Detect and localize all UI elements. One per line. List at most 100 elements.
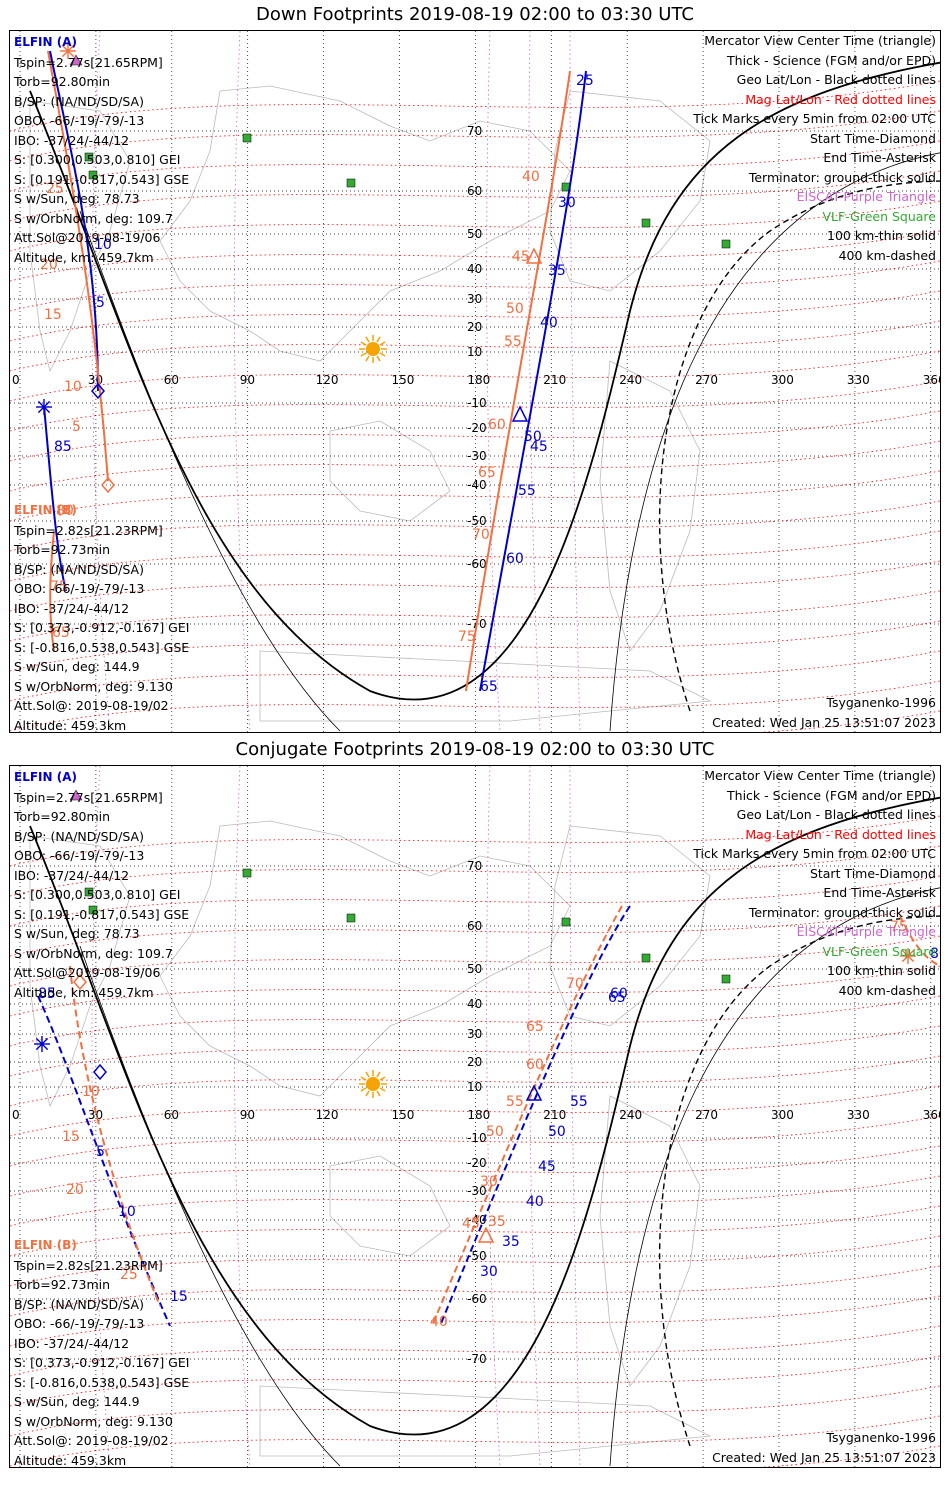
elfin-b-tick-label: 65 xyxy=(478,465,496,481)
eiscat-purple-triangle xyxy=(69,789,83,801)
info-line: S: [-0.816,0.538,0.543] GSE xyxy=(14,639,190,655)
info-line: S: [0.300,0.503,0.810] GEI xyxy=(14,887,181,902)
legend-line: Tick Marks every 5min from 02:00 UTC xyxy=(693,111,936,126)
lat-tick-label: 60 xyxy=(467,184,482,198)
mag-meridian xyxy=(528,766,541,1467)
mag-latitude-line xyxy=(10,1205,940,1257)
elfin-a-tick-label: 30 xyxy=(558,195,576,211)
end-asterisk xyxy=(37,400,51,414)
sun-ray xyxy=(379,1087,386,1092)
lat-tick-label: -10 xyxy=(467,396,487,410)
legend-line: Tick Marks every 5min from 02:00 UTC xyxy=(693,846,936,861)
mag-latitude-line xyxy=(10,80,940,132)
elfin-b-tick-label: 50 xyxy=(486,1124,504,1140)
mag-latitude-line xyxy=(10,1265,940,1317)
sun-ray xyxy=(365,1090,370,1097)
elfin-b-tick-label: 60 xyxy=(526,1057,544,1073)
elfin-a-tick-label: 55 xyxy=(518,483,536,499)
info-line: B/SP: (NA/ND/SD/SA) xyxy=(14,561,144,577)
mag-latitude-line xyxy=(10,845,940,897)
lon-tick-label: 240 xyxy=(619,373,642,387)
vlf-green-square xyxy=(84,152,94,162)
mag-latitude-line xyxy=(10,1325,940,1377)
info-line: Torb=92.73min xyxy=(14,1277,111,1292)
legend-line: VLF-Green Square xyxy=(822,208,936,224)
lon-tick-label: 90 xyxy=(240,373,255,387)
vlf-green-square xyxy=(242,133,252,143)
info-line: IBO: -37/24/-44/12 xyxy=(14,1335,130,1351)
legend-line: Terminator: ground-thick solid xyxy=(748,169,936,185)
dashed-400km-line xyxy=(658,915,940,1447)
elfin-a-tick-label: 10 xyxy=(118,1204,136,1220)
lon-tick-label: 90 xyxy=(240,1108,255,1122)
elfin-a-tick-label: 50 xyxy=(524,429,542,445)
info-line: S: [0.373,-0.912,-0.167] GEI xyxy=(14,620,190,635)
elfin-a-tick-label: 35 xyxy=(502,1234,520,1250)
map-frame-conjugate: 0 30 60 90 120 150 180 210 240 270 300 330 360 70 60 50… xyxy=(9,765,941,1468)
elfin-b-tick-label: 65 xyxy=(526,1019,544,1035)
elfin-b-track xyxy=(49,530,55,652)
elfin-b-tick-label: 60 xyxy=(488,417,506,433)
sun-ray xyxy=(379,1076,386,1081)
legend-line: 100 km-thin solid xyxy=(827,963,936,978)
lat-tick-label: 70 xyxy=(467,859,482,873)
lon-tick-label: 300 xyxy=(771,373,794,387)
legend-line: EISCAT-Purple Triangle xyxy=(796,924,936,939)
lat-tick-label: 30 xyxy=(467,1027,482,1041)
mag-latitude-line xyxy=(10,530,940,582)
info-line: Torb=92.80min xyxy=(14,809,111,824)
coastline xyxy=(599,1095,701,1387)
elfin-b-tick-label: 55 xyxy=(506,1094,524,1110)
mag-meridian xyxy=(91,31,111,732)
elfin-a-track xyxy=(43,405,67,592)
dashed-400km-line xyxy=(658,180,940,712)
elfin-b-tick-label: 45 xyxy=(462,1216,480,1232)
end-asterisk xyxy=(901,949,915,963)
elfin-b-track xyxy=(465,70,571,692)
vlf-green-square xyxy=(721,974,731,984)
lat-tick-label: -20 xyxy=(467,1156,487,1170)
end-asterisk xyxy=(61,44,75,58)
mag-latitude-line xyxy=(10,170,940,222)
lat-tick-label: 10 xyxy=(467,1080,482,1094)
sun-icon xyxy=(366,1077,380,1091)
lat-tick-label: 50 xyxy=(467,227,482,241)
elfin-b-tick-label: 25 xyxy=(46,181,64,197)
elfin-b-tick-label: 75 xyxy=(50,579,68,595)
info-line: IBO: -37/24/-44/12 xyxy=(14,132,130,148)
lon-tick-label: 60 xyxy=(164,1108,179,1122)
coastline xyxy=(259,650,712,722)
info-line: Altitude: 459.3km xyxy=(14,1452,127,1468)
elfin-a-tick-label: 15 xyxy=(170,1289,188,1305)
model-label: Tsyganenko-1996 xyxy=(826,695,936,710)
mag-latitude-line xyxy=(10,1055,940,1107)
info-line: Torb=92.73min xyxy=(14,542,111,557)
elfin-b-tick-label: 10 xyxy=(64,379,82,395)
elfin-b-track xyxy=(47,50,109,482)
info-line: Att.Sol@: 2019-08-19/02 xyxy=(14,1433,169,1448)
sun-ray xyxy=(376,1071,381,1078)
vlf-green-square xyxy=(84,887,94,897)
elfin-b-tag: ELFIN (B) xyxy=(14,503,77,517)
mag-latitude-line xyxy=(10,290,940,342)
info-line: Tspin=2.82s[21.23RPM] xyxy=(14,522,163,538)
mag-latitude-line xyxy=(10,410,940,462)
elfin-a-tick-label: 45 xyxy=(538,1159,556,1175)
info-line: S: [0.373,-0.912,-0.167] GEI xyxy=(14,1355,190,1370)
info-line: S w/Sun, deg: 78.73 xyxy=(14,191,140,206)
lat-tick-label: 20 xyxy=(467,320,482,334)
start-diamond xyxy=(73,973,87,991)
vlf-green-square xyxy=(721,239,731,249)
center-triangle xyxy=(511,405,529,422)
vlf-green-square xyxy=(641,953,651,963)
info-line: B/SP: (NA/ND/SD/SA) xyxy=(14,828,144,844)
elfin-a-tick-label: 65 xyxy=(480,679,498,695)
elfin-b-tick-label: 30 xyxy=(480,1174,498,1190)
sun-ray xyxy=(379,341,386,346)
mag-latitude-line xyxy=(10,230,940,282)
mag-latitude-line xyxy=(10,905,940,957)
legend-block: Mercator View Center Time (triangle) Thi… xyxy=(693,31,936,265)
info-line: IBO: -37/24/-44/12 xyxy=(14,600,130,616)
coastline xyxy=(159,85,571,362)
sun-ray xyxy=(376,1090,381,1097)
